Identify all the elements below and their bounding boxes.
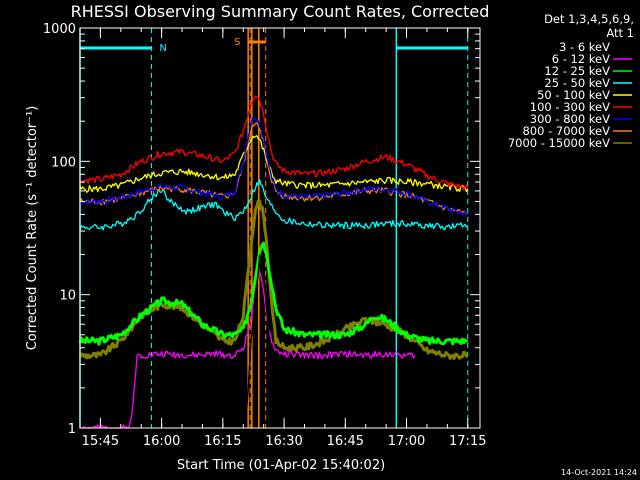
y-tick-label-3: 1000 <box>43 22 76 37</box>
legend-label-2: 12 - 25 keV <box>544 64 610 78</box>
legend-header-line-1: Det 1,3,4,5,6,9, <box>544 12 634 26</box>
series-line-3 <box>79 179 469 231</box>
y-tick-label-1: 10 <box>59 289 76 304</box>
x-tick-label-1: 16:00 <box>143 434 180 449</box>
x-tick-label-4: 16:45 <box>327 434 364 449</box>
legend-label-7: 800 - 7000 keV <box>522 124 610 138</box>
x-tick-label-2: 16:15 <box>204 434 241 449</box>
chart-title: RHESSI Observing Summary Count Rates, Co… <box>71 2 490 21</box>
series-line-4 <box>79 135 469 193</box>
series-line-1 <box>80 271 416 429</box>
night-label: N <box>159 43 166 54</box>
x-tick-label-0: 15:45 <box>82 434 119 449</box>
plot-frame <box>79 27 481 429</box>
x-tick-label-5: 17:00 <box>388 434 425 449</box>
timestamp: 14-Oct-2021 14:24 <box>561 468 637 477</box>
x-axis-label: Start Time (01-Apr-02 15:40:02) <box>177 458 385 473</box>
legend-label-5: 100 - 300 keV <box>530 100 610 114</box>
legend-label-1: 6 - 12 keV <box>552 52 610 66</box>
legend-label-0: 3 - 6 keV <box>559 40 610 54</box>
saa-label: S <box>234 37 240 48</box>
legend-header-line-2: Att 1 <box>606 26 634 40</box>
series-line-0 <box>244 254 277 429</box>
y-axis-label: Corrected Count Rate (s⁻¹ detector⁻¹) <box>25 106 40 351</box>
y-tick-label-0: 1 <box>68 422 76 437</box>
legend-label-4: 50 - 100 keV <box>537 88 610 102</box>
legend-label-6: 300 - 800 keV <box>530 112 610 126</box>
legend-label-8: 7000 - 15000 keV <box>508 136 610 150</box>
series-line-6 <box>79 116 469 217</box>
x-tick-label-3: 16:30 <box>265 434 302 449</box>
series-line-2 <box>78 241 469 346</box>
series-line-5 <box>79 95 469 191</box>
legend-label-3: 25 - 50 keV <box>544 76 610 90</box>
y-tick-label-2: 100 <box>51 155 76 170</box>
x-tick-label-6: 17:15 <box>449 434 486 449</box>
